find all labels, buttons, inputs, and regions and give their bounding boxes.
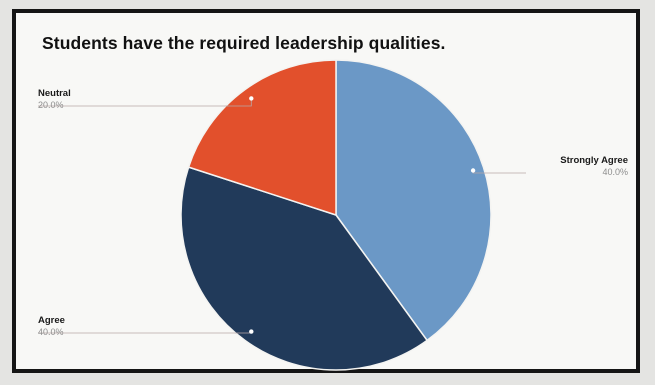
- leader-dot-neutral: [249, 96, 254, 101]
- leader-dot-agree: [249, 329, 254, 334]
- pie-slice-agree: [180, 166, 429, 371]
- pie-chart: Strongly Agree40.0%Agree40.0%Neutral20.0…: [38, 59, 628, 371]
- leader-line-neutral: [38, 98, 252, 107]
- leader-line-agree: [38, 331, 252, 334]
- slice-percent-strongly-agree: 40.0%: [602, 167, 628, 177]
- chart-title: Students have the required leadership qu…: [42, 33, 446, 53]
- slice-label-agree: Agree: [38, 315, 65, 326]
- pie-slice-neutral: [187, 59, 337, 217]
- pie-slice-strongly-agree: [335, 59, 492, 342]
- slice-percent-agree: 40.0%: [38, 327, 64, 337]
- slice-percent-neutral: 20.0%: [38, 100, 64, 110]
- chart-card: Students have the required leadership qu…: [12, 9, 640, 373]
- slice-label-neutral: Neutral: [38, 88, 71, 99]
- leader-dot-strongly-agree: [470, 168, 476, 173]
- slice-label-strongly-agree: Strongly Agree: [560, 155, 628, 166]
